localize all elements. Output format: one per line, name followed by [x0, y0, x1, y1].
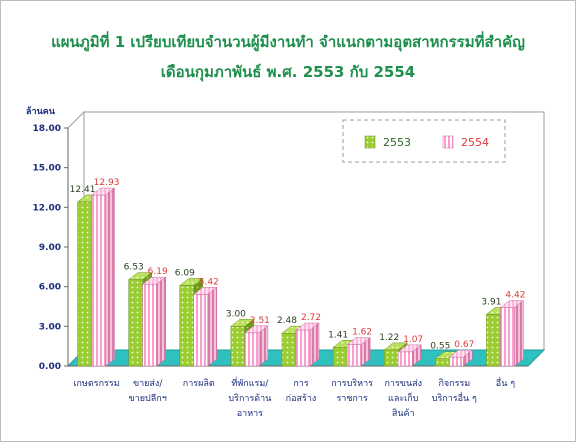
bar-2553	[77, 201, 92, 367]
value-label-2553: 1.22	[379, 333, 399, 343]
value-label-2554: 12.93	[94, 178, 120, 188]
bar-2553	[486, 314, 501, 367]
y-tick-label: 9.00	[39, 243, 61, 253]
value-label-2554: 6.19	[148, 267, 168, 277]
legend-label-2553: 2553	[383, 136, 411, 149]
bar-side	[156, 276, 166, 367]
bar-top	[179, 278, 204, 286]
bar-side	[514, 300, 524, 367]
value-label-2554: 2.51	[250, 316, 270, 326]
y-tick-label: 6.00	[39, 283, 61, 293]
bar-top	[127, 272, 153, 280]
bar-top	[499, 300, 525, 308]
value-label-2553: 6.09	[175, 268, 195, 278]
legend-swatch-2553	[364, 135, 376, 149]
value-label-2553: 2.48	[277, 316, 297, 326]
legend-swatch-2554	[442, 135, 454, 149]
value-label-2553: 12.41	[70, 185, 96, 195]
bar-top	[244, 325, 269, 334]
bar-2553	[435, 358, 450, 367]
bar-2553	[383, 349, 399, 367]
bar-2554	[397, 351, 413, 367]
x-tick-label: การบริหารราชการ	[331, 378, 373, 404]
bar-2554	[500, 307, 515, 367]
bar-top	[193, 287, 218, 295]
x-tick-label: ที่พักแรม/บริการด้านอาหาร	[228, 376, 271, 419]
bar-top	[383, 342, 408, 351]
x-tick-label: อื่น ๆ	[496, 376, 515, 389]
value-label-2554: 2.72	[301, 313, 321, 323]
bar-top	[90, 187, 116, 196]
y-axis-unit-label: ล้านคน	[26, 107, 55, 117]
bar-2554	[193, 294, 209, 367]
y-tick-label: 18.00	[33, 124, 61, 134]
y-tick-label: 12.00	[33, 203, 61, 213]
bar-top	[397, 344, 422, 353]
bar-2554	[449, 356, 464, 367]
value-label-2553: 1.41	[328, 330, 348, 340]
y-tick-label: 0.00	[39, 362, 61, 372]
chart-subtitle: เดือนกุมภาพันธ์ พ.ศ. 2553 กับ 2554	[160, 63, 416, 81]
bar-2554	[346, 344, 362, 367]
chart-title: แผนภูมิที่ 1 เปรียบเทียบจำนวนผู้มีงานทำ …	[51, 33, 525, 51]
x-tick-label: ขายส่ง/ขายปลีกฯ	[129, 379, 167, 404]
bar-2554	[91, 194, 106, 367]
x-tick-label: การผลิต	[183, 378, 215, 389]
x-tick-label: การก่อสร้าง	[286, 379, 317, 404]
value-label-2553: 0.55	[430, 342, 450, 352]
x-tick-label: การขนส่งและเก็บสินค้า	[384, 379, 422, 419]
bar-side	[309, 322, 320, 367]
value-label-2553: 3.91	[481, 297, 501, 307]
bar-2554	[244, 332, 260, 367]
value-label-2554: 4.42	[505, 291, 525, 301]
bar-top	[346, 337, 371, 345]
bar-2553	[281, 332, 297, 367]
bar-top	[448, 349, 474, 358]
bar-top	[295, 322, 320, 331]
legend-label-2554: 2554	[461, 136, 489, 149]
bar-top	[230, 319, 255, 327]
value-label-2554: 0.67	[454, 340, 474, 350]
bar-2553	[332, 347, 348, 367]
value-label-2554: 1.07	[403, 335, 423, 345]
bar-2553	[230, 326, 246, 367]
x-tick-label: เกษตรกรรม	[73, 379, 119, 389]
y-tick-label: 15.00	[33, 164, 61, 174]
y-tick-label: 3.00	[39, 322, 61, 332]
bar-2553	[179, 285, 195, 367]
bar-2554	[142, 283, 157, 367]
value-label-2553: 6.53	[124, 263, 144, 273]
value-label-2554: 1.62	[352, 328, 372, 338]
bar-side	[207, 286, 218, 367]
bar-top	[141, 276, 167, 285]
value-label-2553: 3.00	[226, 309, 246, 319]
value-label-2554: 5.42	[199, 277, 219, 287]
bar-side	[105, 187, 115, 367]
bar-2553	[128, 279, 143, 367]
x-tick-label: กิจกรรมบริการอื่น ๆ	[432, 378, 477, 404]
bar-2554	[295, 329, 311, 367]
